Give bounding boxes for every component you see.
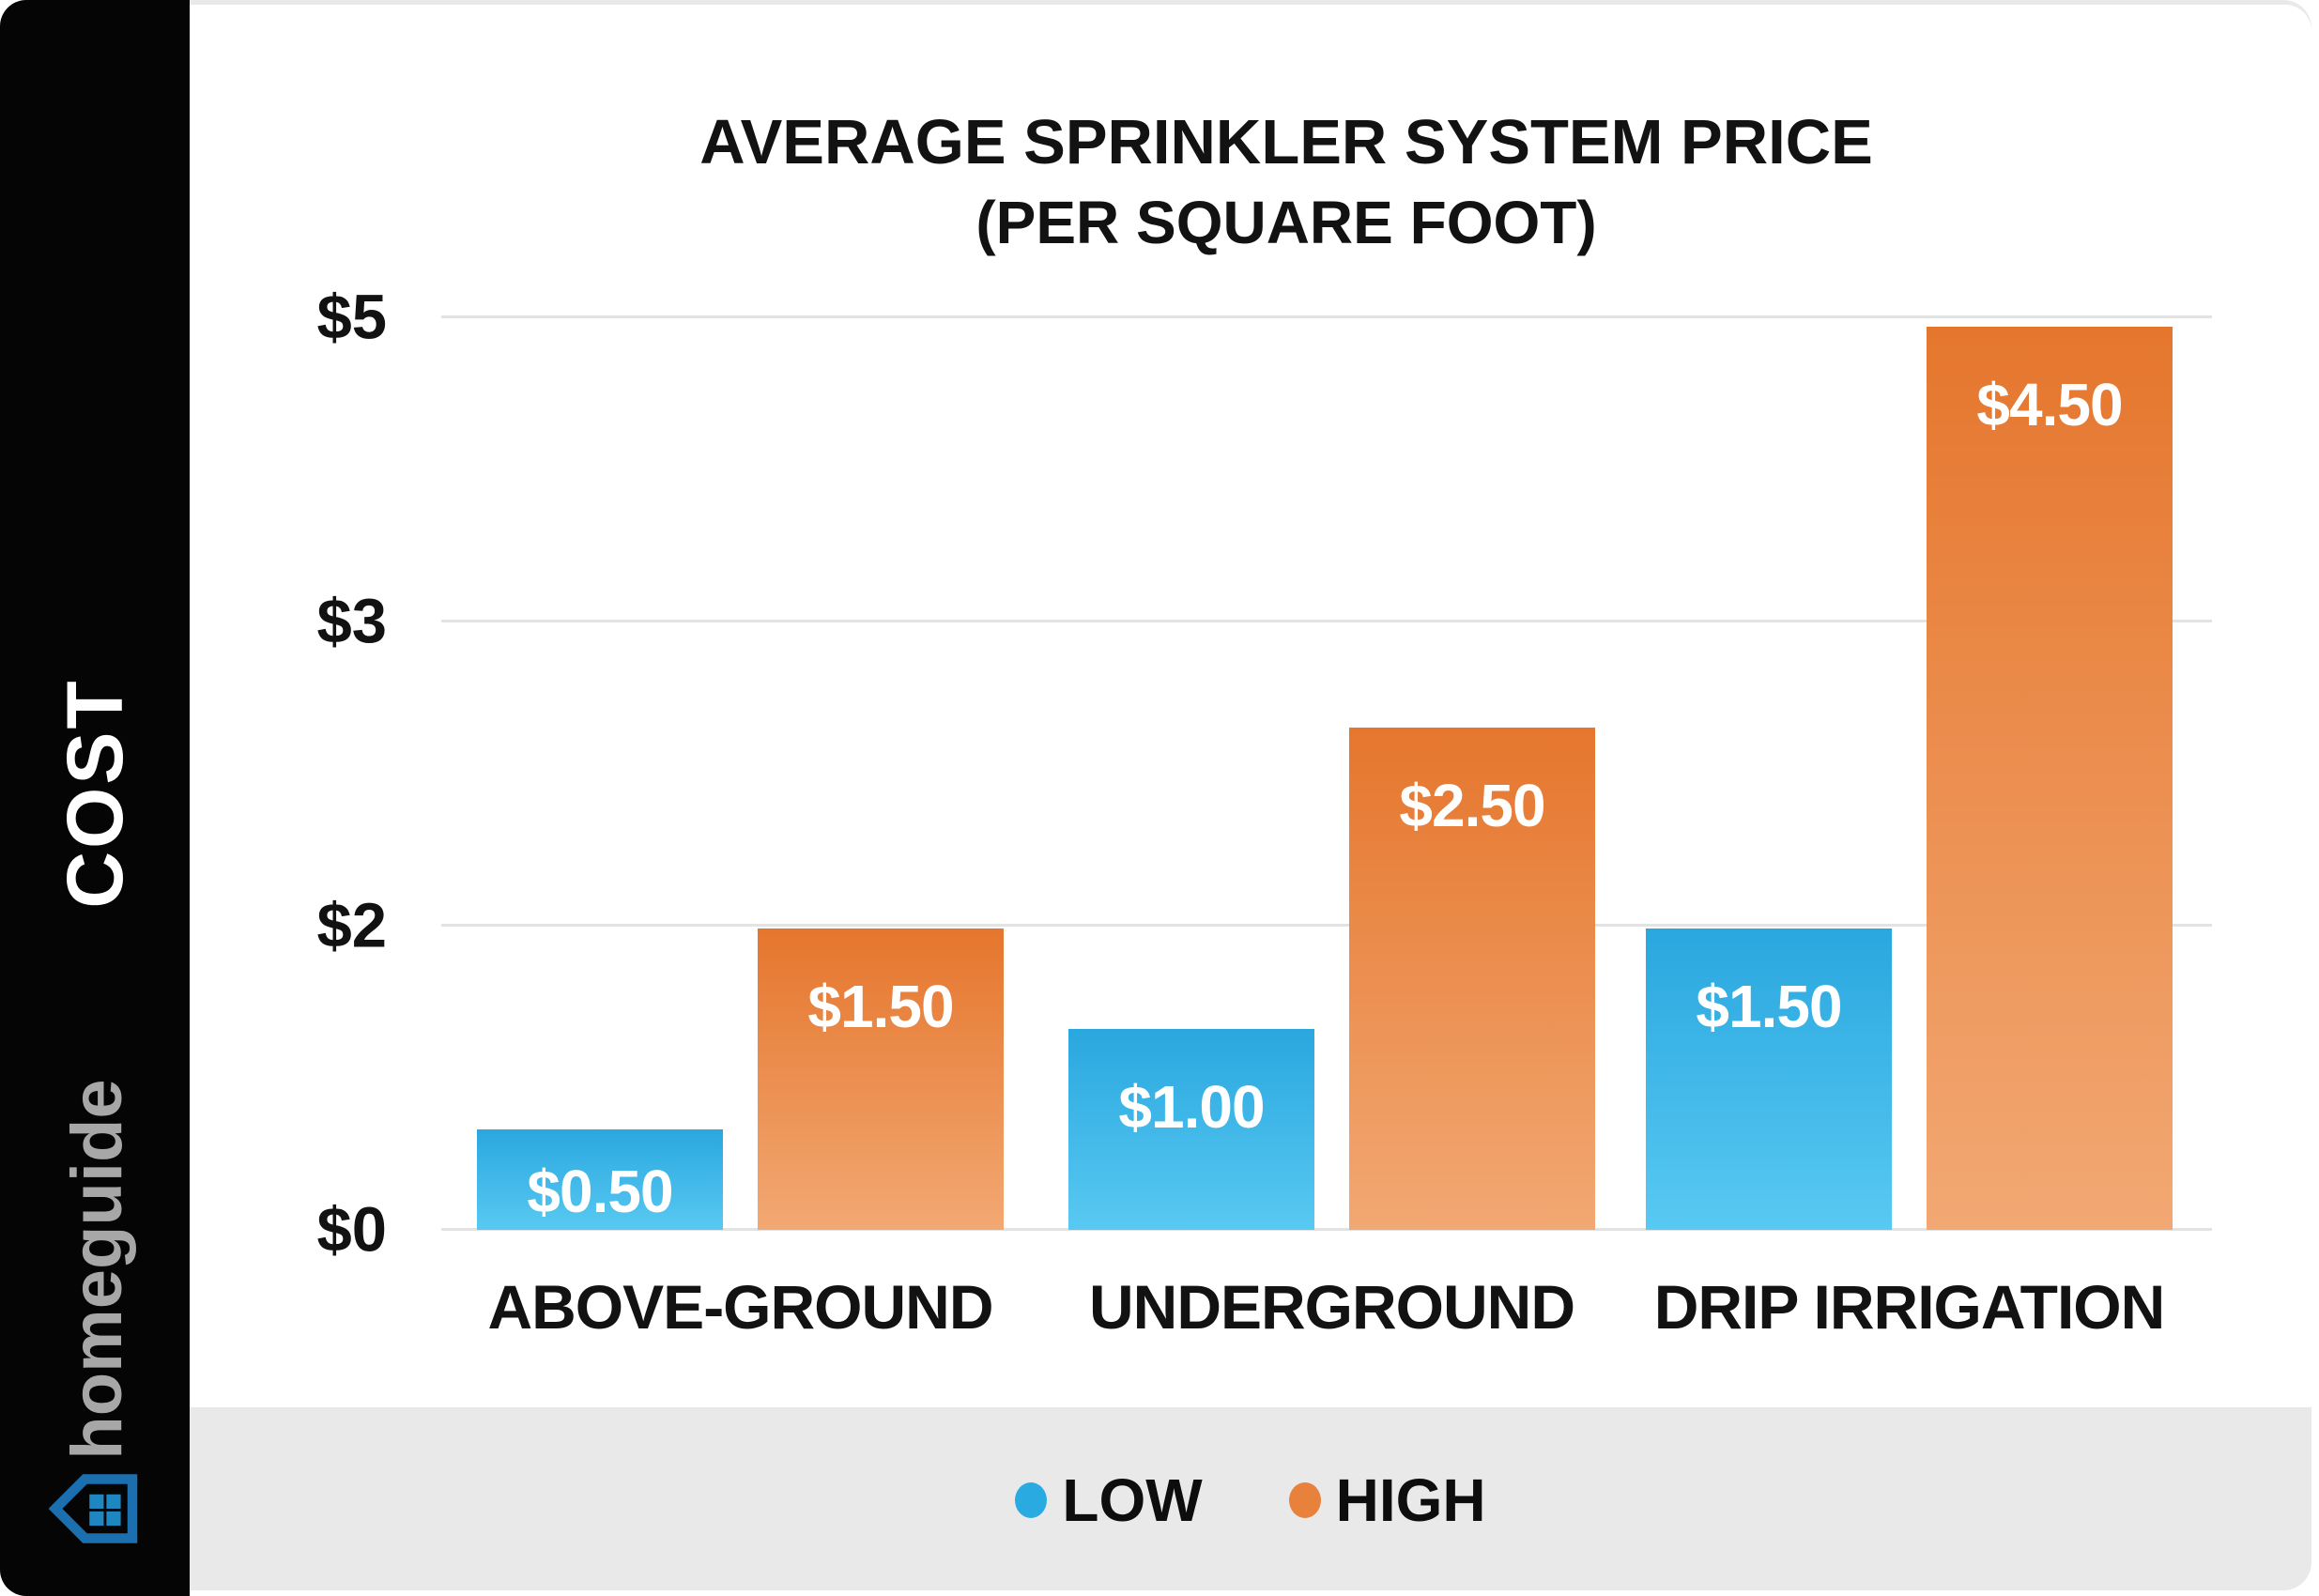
bar-low-2: $1.00 <box>1068 1029 1314 1230</box>
y-tick-label: $5 <box>316 282 387 353</box>
gridline <box>441 315 2212 318</box>
y-tick-label: $2 <box>316 890 387 961</box>
gridline <box>441 924 2212 928</box>
bar-value-label: $2.50 <box>1399 772 1545 839</box>
bar-high-3: $4.50 <box>1927 327 2173 1230</box>
bar-high-1: $1.50 <box>758 928 1004 1230</box>
chart-title-line1: AVERAGE SPRINKLER SYSTEM PRICE <box>699 107 1873 177</box>
cost-axis-label: COST <box>51 678 139 909</box>
bar-value-label: $1.50 <box>1696 973 1842 1040</box>
bar-value-label: $4.50 <box>1976 371 2123 438</box>
y-tick-label: $0 <box>316 1194 387 1266</box>
legend-dot-icon <box>1288 1482 1321 1518</box>
category-label: UNDERGROUND <box>1089 1272 1575 1342</box>
chart-title: AVERAGE SPRINKLER SYSTEM PRICE (PER SQUA… <box>401 101 2172 261</box>
legend-label: LOW <box>1062 1466 1203 1534</box>
legend-item-high: HIGH <box>1288 1466 1486 1535</box>
legend: LOW HIGH <box>190 1444 2311 1557</box>
legend-dot-icon <box>1015 1482 1048 1518</box>
category-label: DRIP IRRIGATION <box>1653 1272 2166 1342</box>
bar-value-label: $0.50 <box>527 1157 673 1225</box>
bar-low-1: $0.50 <box>477 1129 723 1230</box>
category-label: ABOVE-GROUND <box>487 1272 993 1342</box>
gridline <box>441 1228 2212 1231</box>
bar-value-label: $1.50 <box>807 973 954 1040</box>
legend-item-low: LOW <box>1015 1466 1203 1535</box>
sidebar: COST homeguide <box>0 0 190 1596</box>
y-tick-label: $3 <box>316 586 387 657</box>
legend-label: HIGH <box>1335 1466 1486 1534</box>
chart-title-line2: (PER SQUARE FOOT) <box>975 189 1597 256</box>
brand-wordmark: homeguide <box>57 1079 137 1460</box>
bar-high-2: $2.50 <box>1349 728 1595 1230</box>
bar-value-label: $1.00 <box>1118 1073 1265 1141</box>
plot-area: $0 $2 $3 $5 $0.50 $1.50 ABOVE-GROUND $1.00 $2.50… <box>316 283 2212 1342</box>
bar-low-3: $1.50 <box>1646 928 1892 1230</box>
homeguide-house-icon <box>49 1474 138 1543</box>
gridline <box>441 620 2212 623</box>
